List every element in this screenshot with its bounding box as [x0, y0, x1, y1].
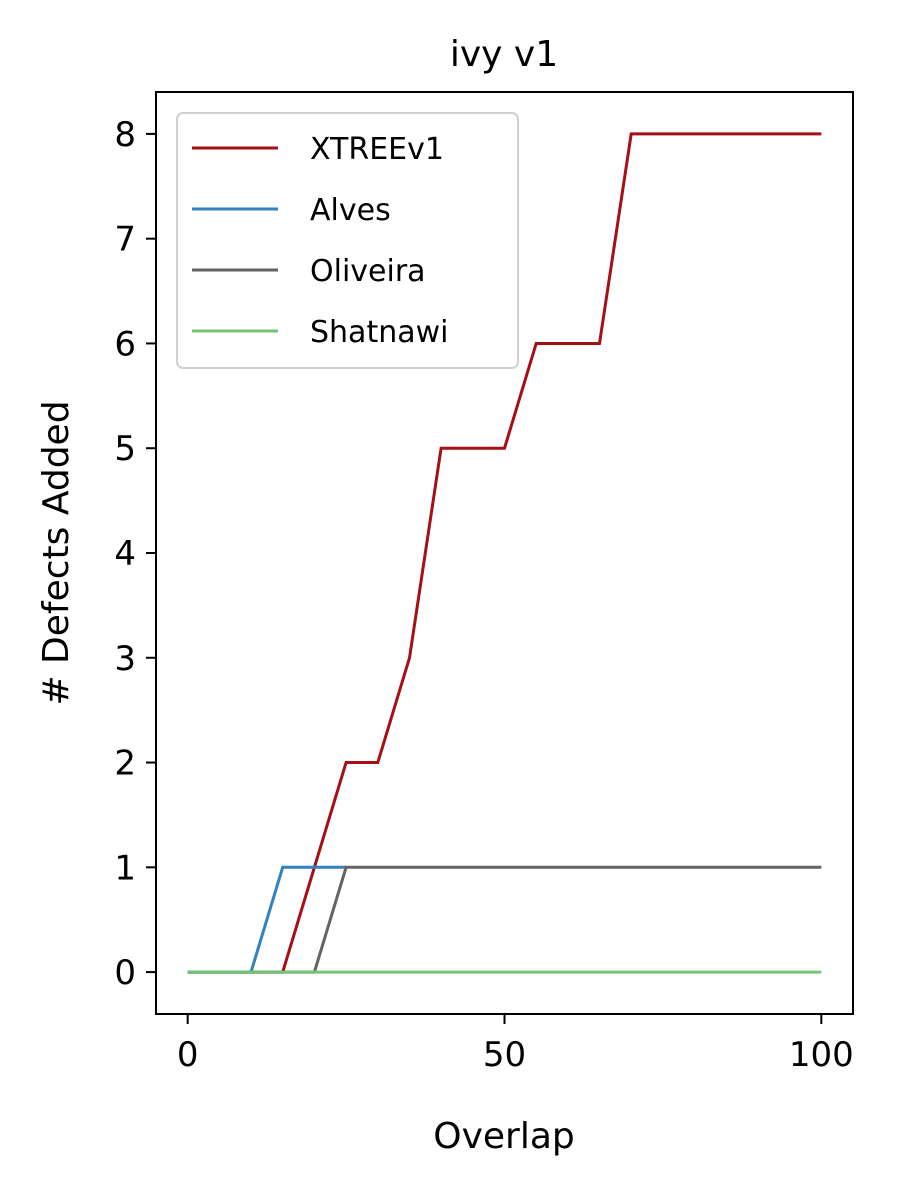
y-tick-label: 7 [114, 220, 136, 260]
x-tick-label: 50 [483, 1035, 526, 1075]
y-tick-label: 2 [114, 744, 136, 784]
y-tick-label: 8 [114, 115, 136, 155]
legend-label-xtreev1: XTREEv1 [310, 132, 444, 167]
series-line-xtreev1 [187, 132, 822, 974]
series-line-oliveira [187, 865, 822, 974]
y-tick-label: 3 [114, 639, 136, 679]
chart-title: ivy v1 [450, 34, 558, 75]
axis-ticks: 0 50 100 0 1 2 3 4 5 6 7 8 [114, 115, 853, 1075]
x-tick-label: 0 [177, 1035, 199, 1075]
plot-frame [155, 91, 854, 1015]
series-line-alves [187, 865, 347, 974]
plot-lines [187, 132, 822, 974]
y-tick-label: 0 [114, 953, 136, 993]
legend-label-oliveira: Oliveira [310, 254, 426, 289]
y-tick-label: 1 [114, 848, 136, 888]
x-tick-label: 100 [789, 1035, 854, 1075]
y-axis-title: # Defects Added [36, 400, 77, 705]
legend-box [176, 112, 519, 369]
legend-label-alves: Alves [310, 193, 391, 228]
y-tick-label: 6 [114, 324, 136, 364]
y-tick-label: 5 [114, 429, 136, 469]
y-tick-label: 4 [114, 534, 136, 574]
legend-label-shatnawi: Shatnawi [310, 315, 448, 350]
x-axis-title: Overlap [433, 1116, 575, 1157]
legend: XTREEv1 Alves Oliveira Shatnawi [176, 112, 519, 369]
